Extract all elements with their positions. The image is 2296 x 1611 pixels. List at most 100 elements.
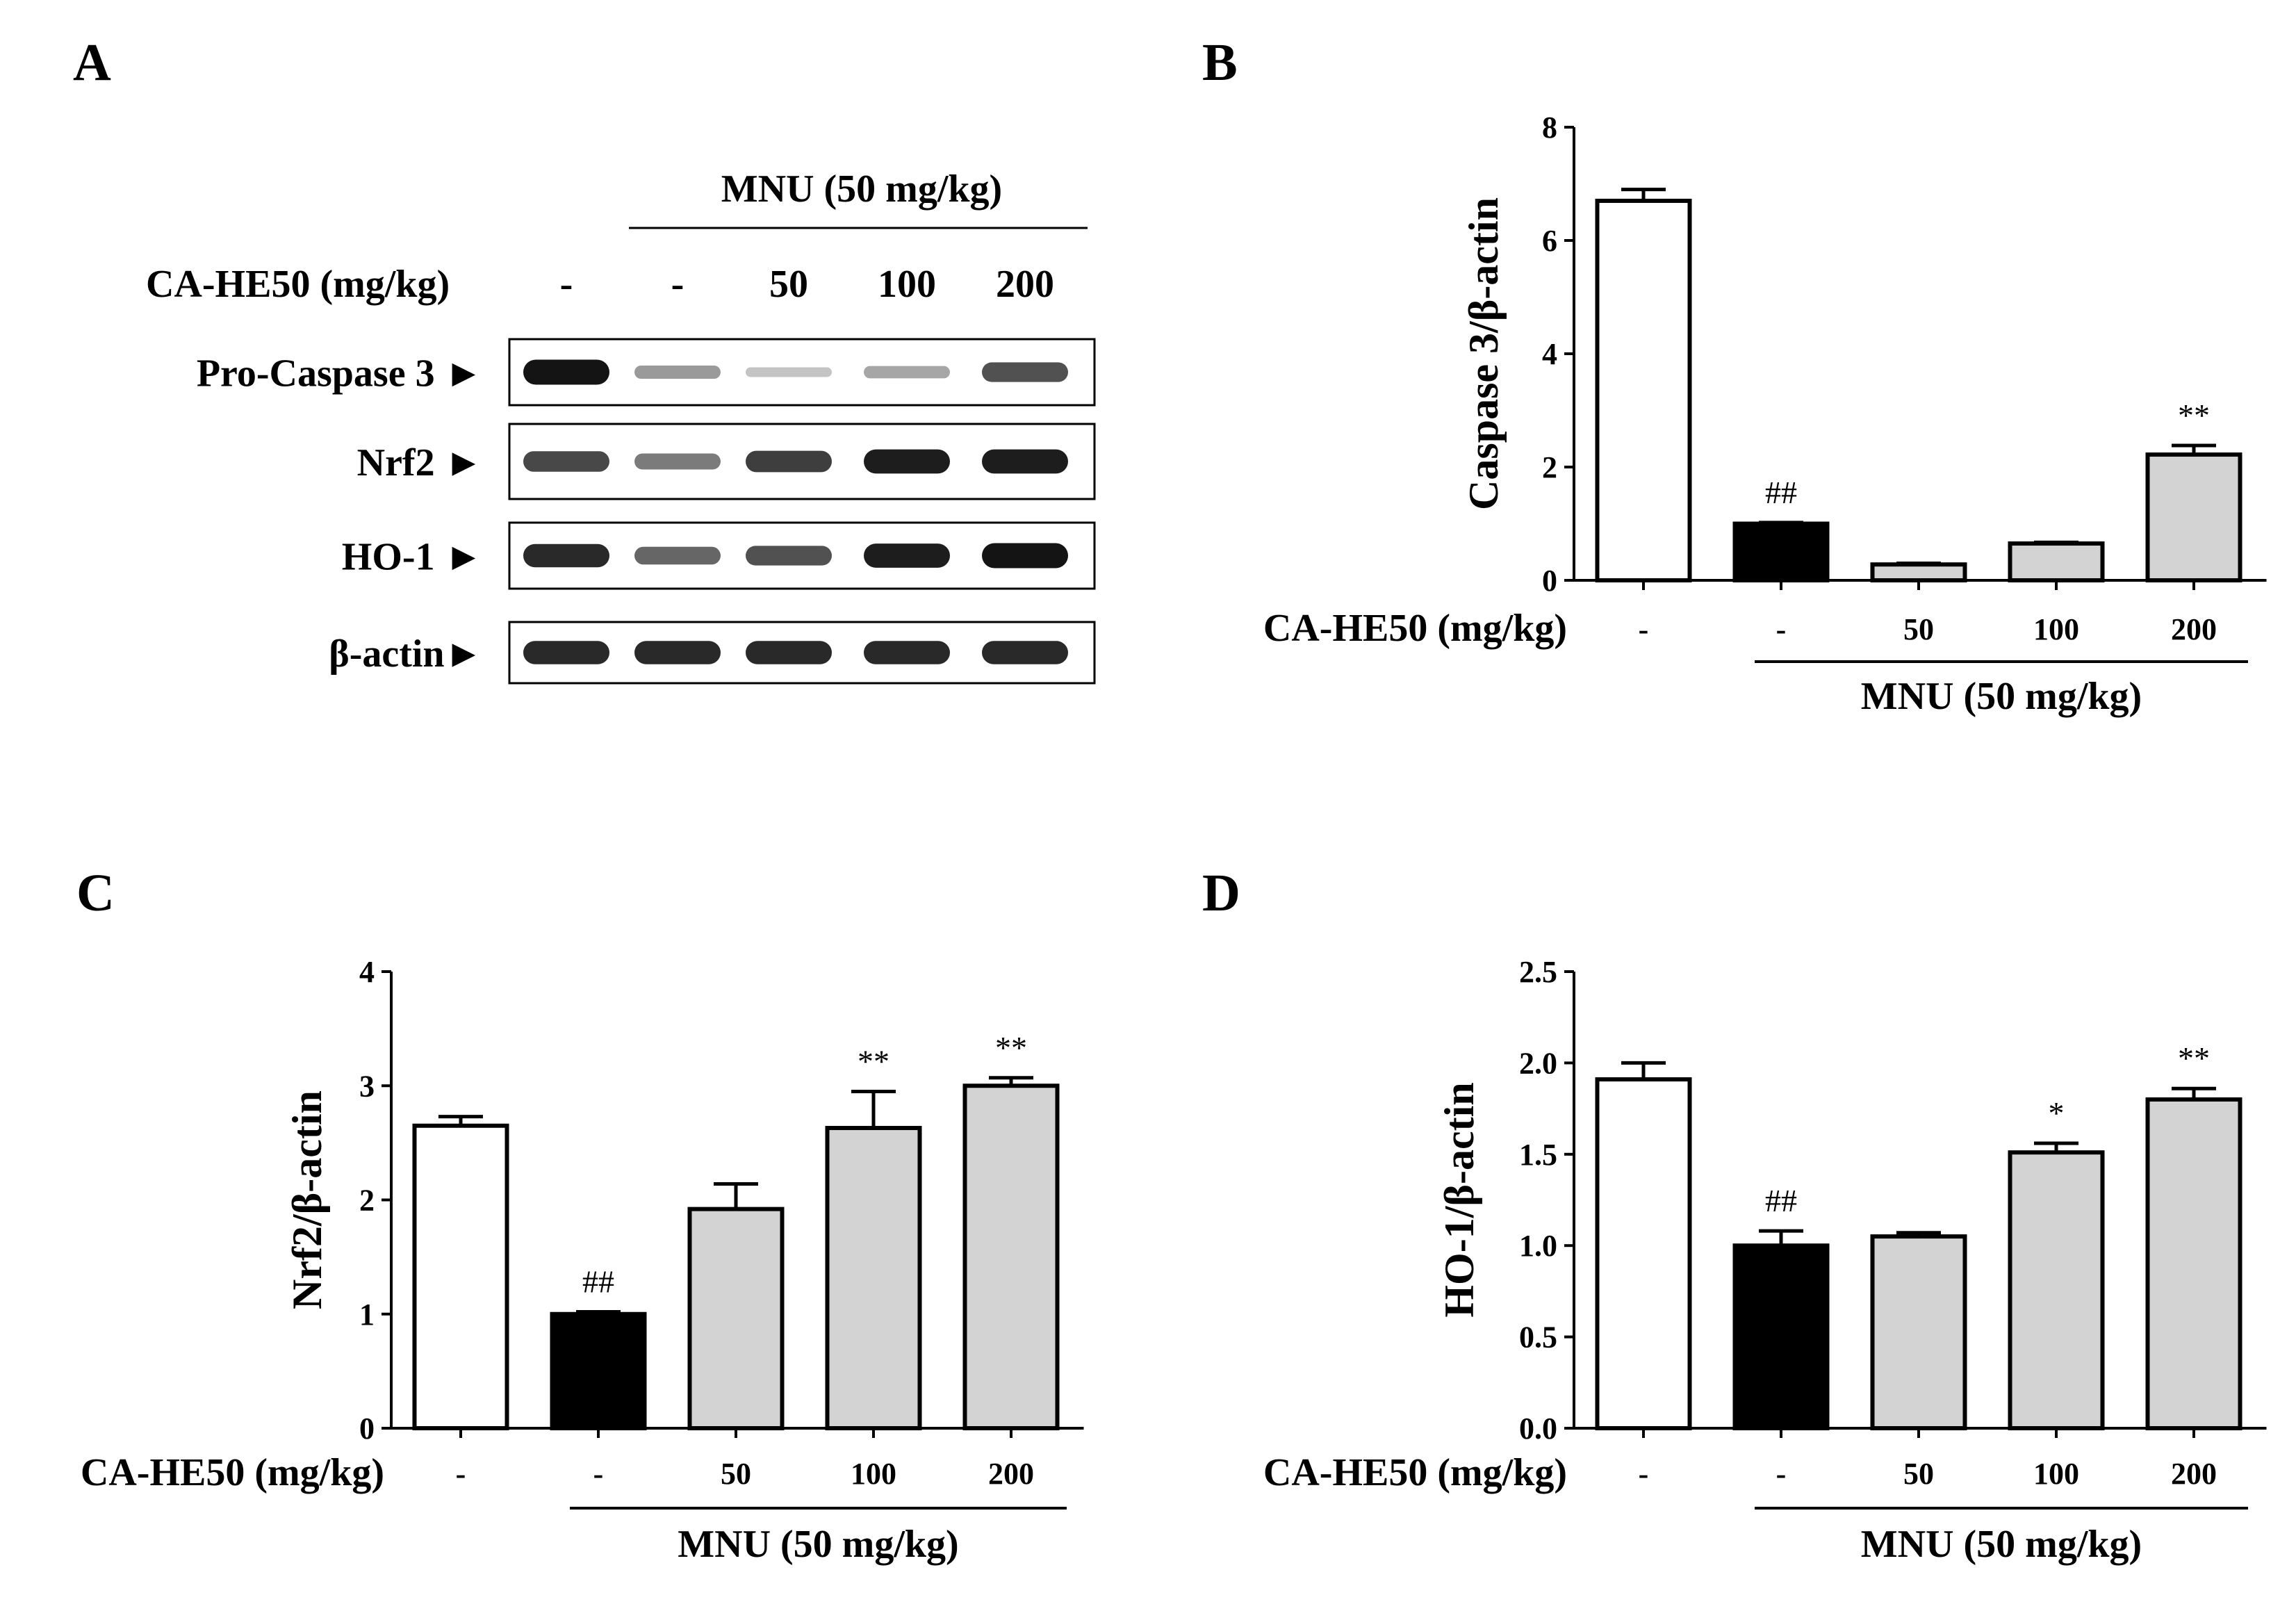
y-tick-label: 3	[359, 1069, 375, 1103]
bar	[2008, 1150, 2105, 1430]
y-tick-label: 6	[1542, 224, 1557, 258]
y-tick-label: 1.5	[1519, 1138, 1557, 1172]
blot-row: β-actin►	[329, 621, 1096, 685]
blot-band	[982, 362, 1068, 382]
x-tick-label: 100	[2033, 1457, 2079, 1491]
x-tick-label: 200	[988, 1457, 1034, 1491]
blot-band	[634, 453, 721, 470]
y-tick-label: 0.0	[1519, 1412, 1557, 1446]
x-tick-label: 50	[721, 1457, 751, 1491]
blot-row: Pro-Caspase 3 ►	[197, 338, 1096, 407]
blot-lane-labels: - - 50 100 200	[560, 263, 1054, 306]
blot-row-label: β-actin►	[329, 632, 483, 676]
bar	[962, 1083, 1060, 1430]
blot-band	[634, 641, 721, 664]
significance-marker: **	[858, 1043, 889, 1079]
x-tick-label: 200	[2171, 1457, 2217, 1491]
treatment-label: CA-HE50 (mg/kg)	[1263, 1451, 1567, 1494]
panel-label-a: A	[73, 33, 111, 92]
western-blot-panel: A MNU (50 mg/kg) CA-HE50 (mg/kg) - - 50 100…	[73, 33, 1096, 685]
x-tick-label: 50	[1903, 612, 1934, 646]
blot-lane-label: -	[671, 263, 684, 306]
blot-mnu-header: MNU (50 mg/kg)	[721, 167, 1002, 211]
y-tick-label: 2	[359, 1184, 375, 1218]
blot-row-label: Nrf2 ►	[357, 441, 483, 484]
blot-band	[746, 641, 832, 664]
bar	[2145, 1097, 2242, 1430]
y-tick-label: 2.0	[1519, 1046, 1557, 1080]
blot-band	[634, 365, 721, 379]
blot-row-label: HO-1 ►	[342, 536, 483, 579]
x-tick-label: -	[456, 1457, 466, 1491]
y-tick-label: 1.0	[1519, 1229, 1557, 1263]
bar	[1595, 1077, 1692, 1430]
panel-label-b: B	[1202, 33, 1238, 92]
treatment-label: CA-HE50 (mg/kg)	[81, 1451, 384, 1494]
blot-row: Nrf2 ►	[357, 423, 1096, 500]
blot-lane-label: 100	[878, 263, 936, 306]
y-tick-label: 0.5	[1519, 1320, 1557, 1355]
x-tick-label: 100	[851, 1457, 896, 1491]
significance-marker: ##	[1765, 1183, 1797, 1218]
x-tick-label: -	[1776, 1457, 1787, 1491]
group-label: MNU (50 mg/kg)	[678, 1523, 958, 1566]
group-label: MNU (50 mg/kg)	[1861, 675, 2142, 718]
significance-marker: **	[2178, 1040, 2210, 1076]
panel-label-c: C	[76, 864, 115, 922]
bar	[2145, 452, 2242, 582]
panel-label-d: D	[1202, 864, 1240, 922]
y-axis-label: HO-1/β-actin	[1436, 1082, 1482, 1317]
blot-band	[746, 367, 832, 377]
caspase3-chart: B 0 2 4 6 8 Caspase 3/β-actin - - ## 50 100 200 ** CA…	[1202, 33, 2267, 718]
group-label: MNU (50 mg/kg)	[1861, 1523, 2142, 1566]
blot-band	[746, 450, 832, 473]
blot-band	[746, 546, 832, 566]
x-tick-label: 100	[2033, 612, 2079, 646]
bar	[687, 1207, 785, 1430]
significance-marker: ##	[582, 1264, 614, 1299]
blot-rows: Pro-Caspase 3 ► Nrf2 ► HO-1 ► β-actin►	[197, 338, 1096, 685]
ho1-chart: D 0.0 0.5 1.0 1.5 2.0 2.5 HO-1/β-actin - - ## 50 10…	[1202, 864, 2267, 1566]
y-tick-label: 8	[1542, 111, 1557, 145]
blot-band	[982, 641, 1068, 664]
x-tick-label: -	[1639, 612, 1649, 646]
bar	[550, 1311, 647, 1430]
y-tick-label: 4	[1542, 337, 1557, 371]
significance-marker: **	[2178, 398, 2210, 433]
y-tick-label: 4	[359, 955, 375, 989]
bar	[1732, 1243, 1830, 1430]
blot-band	[864, 543, 950, 568]
x-tick-label: -	[1776, 612, 1787, 646]
y-tick-label: 2.5	[1519, 955, 1557, 989]
blot-band	[864, 641, 950, 664]
blot-band	[982, 543, 1068, 569]
x-tick-label: -	[1639, 1457, 1649, 1491]
blot-band	[982, 449, 1068, 474]
bar	[825, 1126, 922, 1430]
bar	[1595, 198, 1692, 582]
x-tick-label: 50	[1903, 1457, 1934, 1491]
treatment-label: CA-HE50 (mg/kg)	[1263, 607, 1567, 650]
blot-band	[634, 546, 721, 565]
blot-row: HO-1 ►	[342, 521, 1096, 590]
y-tick-label: 1	[359, 1298, 375, 1332]
x-tick-label: -	[593, 1457, 604, 1491]
blot-band	[523, 543, 609, 568]
blot-lane-label: 50	[769, 263, 808, 306]
blot-band	[523, 641, 609, 664]
significance-marker: ##	[1765, 475, 1797, 510]
significance-marker: **	[995, 1030, 1027, 1065]
blot-band	[523, 359, 609, 385]
y-tick-label: 2	[1542, 450, 1557, 484]
blot-lane-label: -	[560, 263, 573, 306]
blot-band	[523, 451, 609, 472]
x-tick-label: 200	[2171, 612, 2217, 646]
y-axis-label: Caspase 3/β-actin	[1461, 197, 1507, 510]
blot-row-label: Pro-Caspase 3 ►	[197, 352, 483, 395]
significance-marker: *	[2049, 1095, 2065, 1131]
bar	[412, 1123, 509, 1431]
blot-treatment-label: CA-HE50 (mg/kg)	[146, 263, 450, 306]
bar	[1870, 1234, 1967, 1431]
blot-band	[864, 366, 950, 379]
